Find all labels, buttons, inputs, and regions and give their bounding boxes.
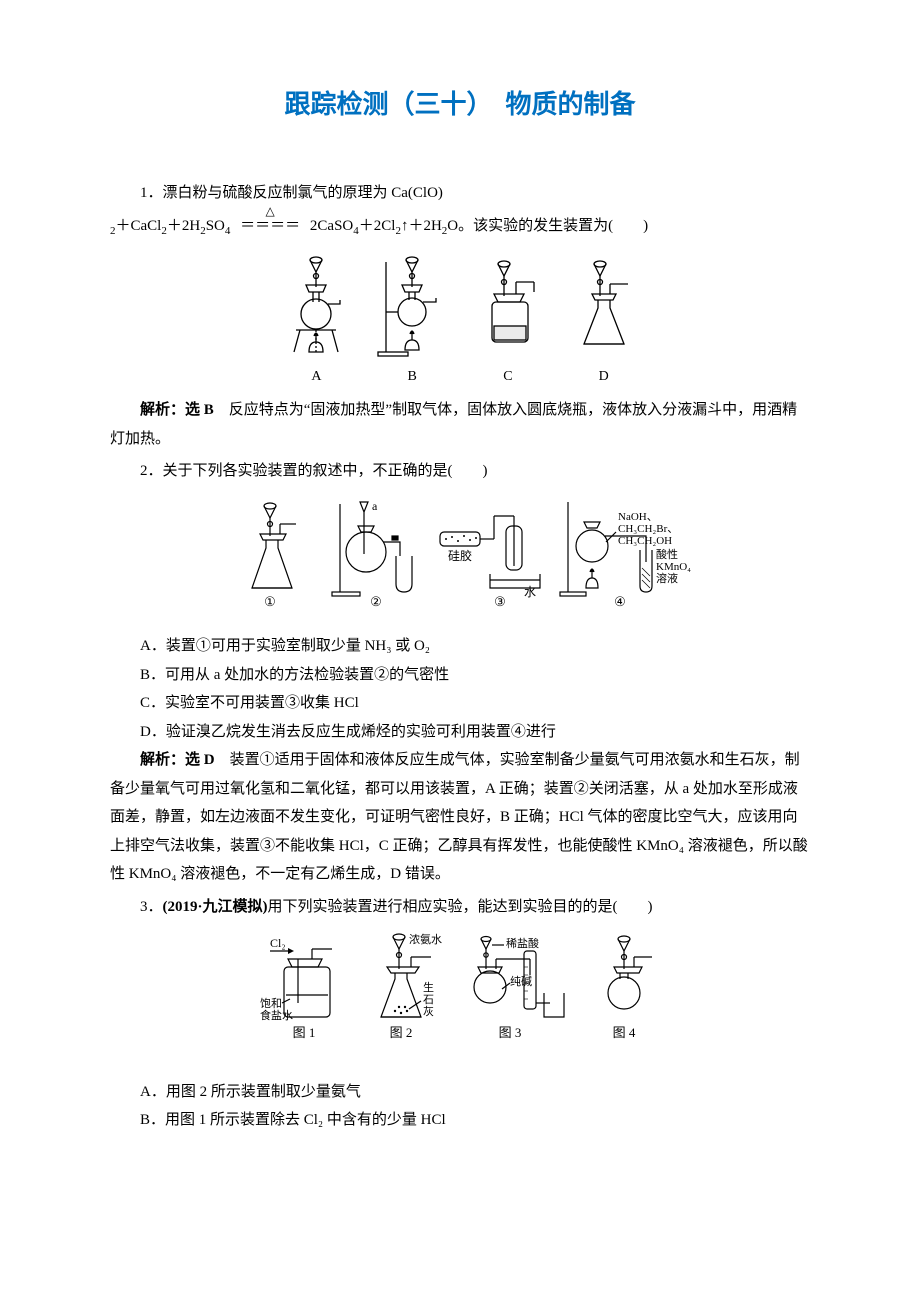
svg-text:图 3: 图 3: [499, 1025, 522, 1040]
q2-figure-row: ① a ②: [110, 496, 810, 627]
q3-stem: 3．(2019·九江模拟)用下列实验装置进行相应实验，能达到实验目的的是( ): [110, 893, 810, 922]
q1-analysis: 解析：选 B 反应特点为“固液加热型”制取气体，固体放入圆底烧瓶，液体放入分液漏…: [110, 396, 810, 453]
q3-opt-a: A．用图 2 所示装置制取少量氨气: [110, 1078, 810, 1107]
svg-text:水: 水: [524, 585, 536, 599]
svg-text:④: ④: [614, 594, 626, 609]
q1-figure-row: A B: [110, 252, 810, 391]
q1-stem-line1: 1．漂白粉与硫酸反应制氯气的原理为 Ca(ClO): [110, 179, 810, 208]
svg-text:灰: 灰: [423, 1004, 434, 1018]
svg-text:②: ②: [370, 594, 382, 609]
q2-opt-a: A．装置①可用于实验室制取少量 NH₃ 或 O₂: [110, 632, 810, 661]
svg-text:饱和: 饱和: [260, 996, 282, 1010]
q1-formula: 2＋CaCl2＋2H2SO4 ＝＝△＝＝ 2CaSO4＋2Cl2↑＋2H2O。该…: [110, 212, 810, 242]
q1-label-b: B: [372, 364, 452, 391]
q1-device-c: C: [468, 252, 548, 391]
svg-text:酸性: 酸性: [656, 547, 678, 561]
q2-opt-d: D．验证溴乙烷发生消去反应生成烯烃的实验可利用装置④进行: [110, 718, 810, 747]
svg-text:生: 生: [423, 980, 434, 994]
svg-text:食盐水: 食盐水: [260, 1008, 293, 1022]
svg-text:图 1: 图 1: [293, 1025, 316, 1040]
q2-devices-svg: ① a ②: [220, 496, 700, 616]
q1-analysis-prefix: 解析：选 B: [140, 402, 229, 418]
q2-opt-c: C．实验室不可用装置③收集 HCl: [110, 689, 810, 718]
q1-heat-symbol: ＝＝△＝＝: [234, 212, 306, 241]
q1-device-a: A: [276, 252, 356, 391]
q2-opt-b: B．可用从 a 处加水的方法检验装置②的气密性: [110, 661, 810, 690]
q3-figure-row: Cl₂ 饱和 食盐水 图 1: [110, 929, 810, 1070]
q1-device-b: B: [372, 252, 452, 391]
q2-analysis-body: 装置①适用于固体和液体反应生成气体，实验室制备少量氨气可用浓氨水和生石灰，制备少…: [110, 752, 808, 882]
q1-label-c: C: [468, 364, 548, 391]
q1-formula-text: 2＋CaCl2＋2H2SO4 ＝＝△＝＝ 2CaSO4＋2Cl2↑＋2H2O。该…: [110, 218, 648, 234]
q1-label-d: D: [564, 364, 644, 391]
svg-text:①: ①: [264, 594, 276, 609]
svg-text:浓氨水: 浓氨水: [409, 933, 442, 946]
q2-stem: 2．关于下列各实验装置的叙述中，不正确的是( ): [110, 457, 810, 486]
svg-text:a: a: [372, 499, 378, 513]
q3-opt-b: B．用图 1 所示装置除去 Cl₂ 中含有的少量 HCl: [110, 1106, 810, 1135]
svg-text:NaOH、: NaOH、: [618, 511, 658, 523]
svg-text:图 2: 图 2: [390, 1025, 413, 1040]
svg-text:Cl₂: Cl₂: [270, 936, 286, 950]
q1-device-d: D: [564, 252, 644, 391]
q2-analysis: 解析：选 D 装置①适用于固体和液体反应生成气体，实验室制备少量氨气可用浓氨水和…: [110, 746, 810, 889]
svg-text:稀盐酸: 稀盐酸: [506, 936, 539, 950]
svg-text:③: ③: [494, 594, 506, 609]
svg-text:CH₃CH₂Br、: CH₃CH₂Br、: [618, 523, 678, 535]
svg-text:硅胶: 硅胶: [448, 548, 472, 563]
q3-devices-svg: Cl₂ 饱和 食盐水 图 1: [250, 929, 670, 1059]
svg-text:纯碱: 纯碱: [510, 975, 532, 988]
page-title: 跟踪检测（三十） 物质的制备: [110, 80, 810, 129]
q1-label-a: A: [276, 364, 356, 391]
svg-text:石: 石: [423, 994, 434, 1006]
svg-text:CH₃CH₂OH: CH₃CH₂OH: [618, 535, 672, 547]
svg-text:溶液: 溶液: [656, 571, 678, 585]
svg-text:图 4: 图 4: [613, 1025, 636, 1040]
q2-analysis-prefix: 解析：选 D: [140, 752, 230, 768]
svg-text:KMnO₄: KMnO₄: [656, 561, 691, 573]
